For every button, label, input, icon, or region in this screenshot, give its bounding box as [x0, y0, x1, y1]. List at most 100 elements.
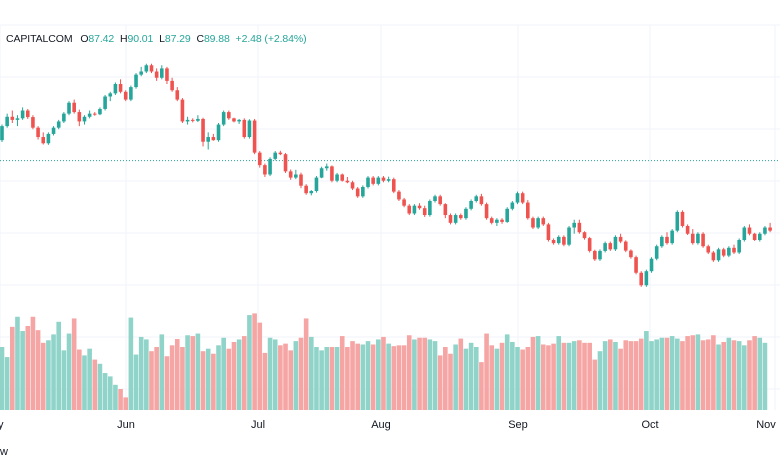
volume-bars — [0, 313, 768, 410]
volume-bar — [272, 339, 278, 410]
volume-bar — [607, 339, 613, 410]
candle-body — [216, 124, 221, 141]
candle-body — [335, 174, 339, 181]
volume-bar — [716, 344, 721, 410]
candle-body — [98, 108, 102, 115]
candle-body — [144, 65, 149, 72]
volume-bar — [205, 348, 211, 410]
candle-body — [288, 171, 293, 178]
candle-body — [237, 119, 241, 122]
candle-body — [556, 236, 561, 244]
volume-bar — [731, 340, 737, 410]
volume-bar — [164, 356, 170, 410]
volume-bar — [504, 334, 510, 410]
candle-body — [108, 93, 113, 97]
volume-bar — [51, 334, 56, 410]
candle-body — [721, 249, 726, 256]
volume-bar — [298, 337, 304, 410]
high-label: H — [120, 33, 128, 45]
candle-body — [355, 188, 360, 197]
candle-body — [154, 71, 159, 78]
close-value: 89.88 — [203, 33, 230, 45]
volume-bar — [680, 341, 685, 410]
candle-body — [263, 165, 267, 175]
volume-bar — [546, 345, 551, 410]
candle-body — [680, 211, 685, 226]
x-tick-label: Sep — [508, 419, 528, 431]
volume-bar — [149, 351, 154, 410]
candle-body — [732, 247, 736, 253]
candle-body — [572, 222, 577, 228]
candle-body — [25, 110, 30, 118]
candle-body — [546, 224, 551, 240]
volume-bar — [40, 342, 46, 410]
volume-bar — [628, 341, 634, 410]
volume-bar — [633, 341, 639, 410]
volume-bar — [623, 340, 629, 410]
candles — [0, 63, 772, 287]
candle-body — [340, 174, 345, 181]
candle-body — [273, 152, 278, 159]
volume-bar — [56, 321, 62, 410]
candle-body — [613, 236, 618, 250]
volume-bar — [211, 353, 216, 410]
volume-bar — [742, 345, 747, 410]
volume-bar — [247, 315, 252, 410]
volume-bar — [144, 339, 149, 410]
candle-body — [113, 84, 118, 94]
candle-body — [639, 272, 644, 286]
candle-body — [185, 119, 190, 122]
volume-bar — [448, 353, 453, 410]
volume-bar — [401, 345, 407, 410]
volume-bar — [309, 336, 314, 410]
volume-bar — [123, 397, 129, 410]
candle-body — [268, 158, 272, 175]
volume-bar — [241, 336, 247, 410]
volume-bar — [690, 335, 696, 410]
volume-bar — [159, 334, 165, 410]
candle-body — [51, 127, 56, 134]
candle-body — [536, 218, 540, 228]
volume-bar — [360, 344, 366, 410]
candle-body — [366, 177, 370, 187]
candle-body — [675, 211, 680, 231]
candle-body — [56, 121, 61, 128]
volume-bar — [87, 348, 92, 410]
volume-bar — [510, 341, 515, 410]
volume-bar — [752, 336, 757, 410]
volume-bar — [669, 336, 675, 410]
volume-bar — [664, 337, 670, 410]
volume-bar — [365, 341, 371, 410]
candle-body — [608, 243, 613, 250]
volume-bar — [128, 317, 134, 410]
candle-body — [696, 233, 700, 244]
volume-bar — [71, 318, 77, 410]
candle-body — [20, 110, 25, 119]
candle-body — [438, 196, 442, 205]
candle-body — [283, 154, 288, 172]
candle-body — [469, 201, 473, 209]
x-tick-label: Jul — [251, 419, 265, 431]
candle-body — [428, 201, 432, 216]
volume-bar — [185, 335, 190, 410]
volume-bar — [107, 376, 113, 410]
candle-body — [299, 174, 303, 186]
candle-body — [515, 193, 520, 203]
volume-bar — [417, 337, 422, 410]
candle-body — [31, 117, 35, 128]
candle-body — [752, 233, 757, 240]
volume-bar — [66, 333, 72, 410]
volume-bar — [453, 344, 458, 410]
candle-body — [531, 218, 535, 228]
candle-body — [448, 215, 453, 223]
candle-body — [716, 249, 721, 261]
candle-body — [227, 112, 231, 119]
candle-body — [526, 202, 530, 219]
ohlc-legend: CAPITALCOM O87.42 H90.01 L87.29 C89.88 +… — [6, 33, 307, 45]
grid — [0, 24, 780, 410]
volume-bar — [762, 342, 768, 410]
volume-bar — [154, 347, 159, 410]
volume-bar — [602, 341, 608, 410]
